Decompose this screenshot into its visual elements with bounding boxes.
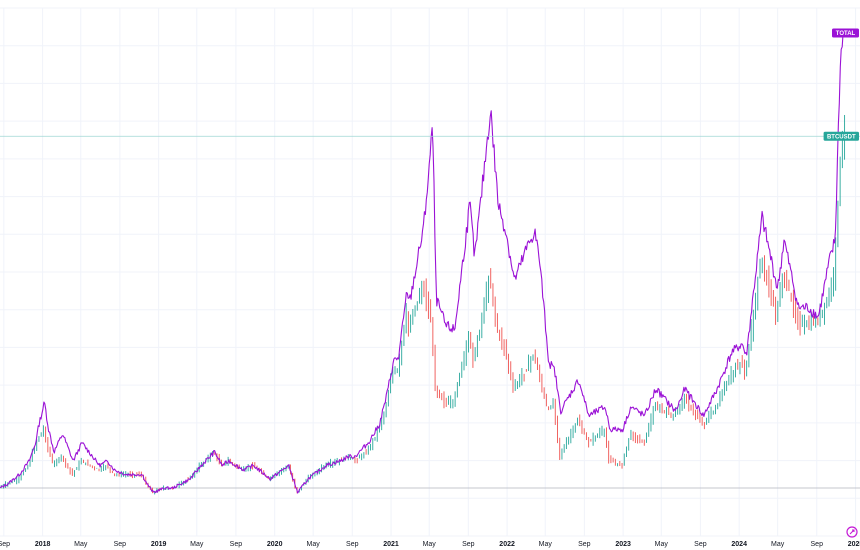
x-tick-label: 2018 xyxy=(35,541,51,548)
x-tick-label: May xyxy=(307,541,321,548)
total-series xyxy=(0,32,844,494)
grid xyxy=(0,7,860,537)
x-tick-label: May xyxy=(423,541,437,548)
x-tick-label: Sep xyxy=(0,541,10,548)
x-tick-label: 2025 xyxy=(848,541,860,548)
x-tick-label: Sep xyxy=(230,541,243,548)
x-axis: Sep 2018 May Sep 2019 May Sep 2020 May Sep 2021 May… xyxy=(0,541,860,548)
x-tick-label: Sep xyxy=(811,541,824,548)
x-tick-label: Sep xyxy=(578,541,591,548)
x-tick-label: Sep xyxy=(462,541,475,548)
x-tick-label: Sep xyxy=(114,541,127,548)
x-tick-label: 2023 xyxy=(615,541,631,548)
total-line xyxy=(0,32,844,494)
x-tick-label: 2020 xyxy=(267,541,283,548)
x-tick-label: May xyxy=(74,541,88,548)
price-scale-tags: TOTAL BTCUSDT xyxy=(0,28,860,141)
x-tick-label: 2022 xyxy=(499,541,515,548)
x-tick-label: Sep xyxy=(346,541,359,548)
x-tick-label: May xyxy=(655,541,669,548)
x-tick-label: 2021 xyxy=(383,541,399,548)
price-tag-btcusdt: BTCUSDT xyxy=(823,131,859,141)
price-tag-label: TOTAL xyxy=(836,31,856,37)
x-tick-label: May xyxy=(539,541,553,548)
price-tag-total: TOTAL xyxy=(832,28,859,38)
x-tick-label: 2024 xyxy=(731,541,747,548)
price-tag-label: BTCUSDT xyxy=(827,134,856,140)
x-tick-label: May xyxy=(771,541,785,548)
x-tick-label: 2019 xyxy=(151,541,167,548)
x-tick-label: May xyxy=(190,541,204,548)
x-tick-label: Sep xyxy=(694,541,707,548)
reset-scale-icon[interactable] xyxy=(846,526,858,538)
btcusdt-series xyxy=(0,114,846,495)
